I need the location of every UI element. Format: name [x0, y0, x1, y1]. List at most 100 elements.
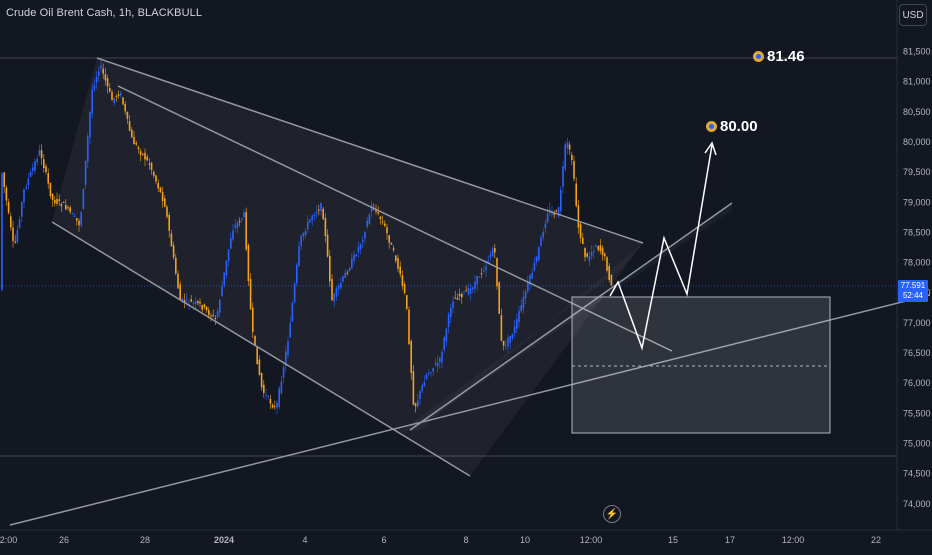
candle-body: [313, 214, 316, 217]
candle-body: [164, 198, 166, 207]
candle-body: [43, 159, 45, 168]
candle-body: [584, 247, 586, 258]
price-axis-label: 76,500: [903, 348, 931, 358]
candle-body: [496, 257, 498, 287]
candle-body: [258, 359, 261, 375]
candle-body: [230, 237, 232, 249]
candle-body: [212, 315, 214, 317]
candle-body: [346, 272, 349, 274]
time-axis: 22:00 26 28 2024 4 6 8 10 12:00 15 17 12:00 22: [0, 535, 881, 545]
candle-body: [12, 227, 14, 241]
candle-body: [227, 249, 230, 262]
candle-body: [21, 202, 23, 217]
candle-body: [564, 144, 566, 170]
candle-body: [102, 68, 104, 74]
candle-body: [599, 245, 602, 252]
candle-body: [520, 305, 522, 312]
candle-body: [252, 307, 254, 332]
projection-path: [609, 144, 713, 351]
candle-body: [432, 367, 434, 372]
candle-body: [571, 154, 573, 161]
candle-body: [76, 218, 78, 221]
candle-body: [408, 309, 410, 345]
candle-body: [100, 65, 102, 69]
candle-body: [201, 305, 203, 310]
candle-body: [588, 255, 591, 262]
lightning-icon[interactable]: ⚡: [603, 505, 621, 523]
time-axis-label: 22: [871, 535, 881, 545]
candle-body: [419, 390, 421, 400]
currency-button[interactable]: USD: [899, 4, 927, 26]
candle-body: [390, 243, 393, 245]
candle-body: [300, 235, 302, 246]
candle-body: [355, 254, 357, 257]
candle-body: [527, 282, 529, 292]
candle-body: [450, 307, 452, 317]
candle-body: [25, 186, 27, 189]
candle-body: [566, 142, 569, 148]
candle-body: [157, 182, 159, 189]
candle-body: [582, 237, 584, 245]
candle-body: [337, 286, 340, 290]
candle-body: [51, 193, 54, 200]
candle-body: [533, 262, 536, 271]
candle-body: [522, 296, 525, 309]
candle-body: [474, 281, 476, 289]
candle-body: [491, 248, 494, 257]
candle-body: [375, 210, 377, 212]
candle-body: [535, 256, 538, 262]
symbol-title[interactable]: Crude Oil Brent Cash, 1h, BLACKBULL: [6, 7, 203, 19]
candle-body: [276, 402, 278, 408]
candle-body: [265, 394, 267, 396]
current-price-tag: 77.591 52:44: [898, 280, 928, 302]
candle-body: [392, 248, 395, 251]
candle-body: [238, 221, 241, 223]
candle-body: [401, 275, 404, 286]
candle-body: [478, 276, 481, 278]
long-trend-line: [9, 294, 931, 526]
candle-body: [117, 94, 120, 96]
candle-body: [210, 315, 212, 317]
candle-body: [441, 351, 443, 363]
candle-body: [397, 258, 399, 269]
candle-body: [60, 203, 63, 207]
candle-body: [54, 199, 56, 204]
candle-body: [155, 175, 157, 182]
time-axis-label: 22:00: [0, 535, 17, 545]
candle-body: [78, 220, 80, 226]
candle-body: [485, 266, 487, 271]
candle-body: [500, 315, 503, 341]
target-value-upper: 81.46: [767, 48, 805, 65]
price-axis-label: 76,000: [903, 378, 931, 388]
candle-body: [307, 221, 309, 230]
candle-body: [142, 153, 144, 155]
candle-body: [505, 345, 507, 347]
candle-body: [243, 212, 245, 218]
candle-body: [428, 372, 430, 375]
candle-body: [137, 147, 140, 149]
time-axis-label: 6: [381, 535, 386, 545]
candle-body: [304, 231, 307, 235]
candle-body: [245, 212, 247, 250]
candle-body: [84, 160, 87, 185]
candle-body: [577, 205, 580, 228]
candle-body: [507, 337, 509, 347]
candle-body: [344, 272, 346, 278]
candle-body: [216, 310, 219, 318]
candle-body: [80, 212, 82, 226]
candle-body: [461, 293, 463, 298]
candle-body: [601, 247, 604, 256]
candle-body: [208, 310, 210, 316]
candle-body: [593, 250, 595, 252]
candle-body: [234, 225, 236, 228]
candle-body: [366, 220, 368, 227]
candle-body: [296, 264, 298, 283]
candle-body: [315, 211, 318, 214]
candle-body: [511, 334, 514, 339]
candle-body: [309, 219, 311, 223]
candle-body: [150, 162, 153, 170]
candle-body: [98, 71, 100, 76]
candle-body: [529, 275, 531, 285]
